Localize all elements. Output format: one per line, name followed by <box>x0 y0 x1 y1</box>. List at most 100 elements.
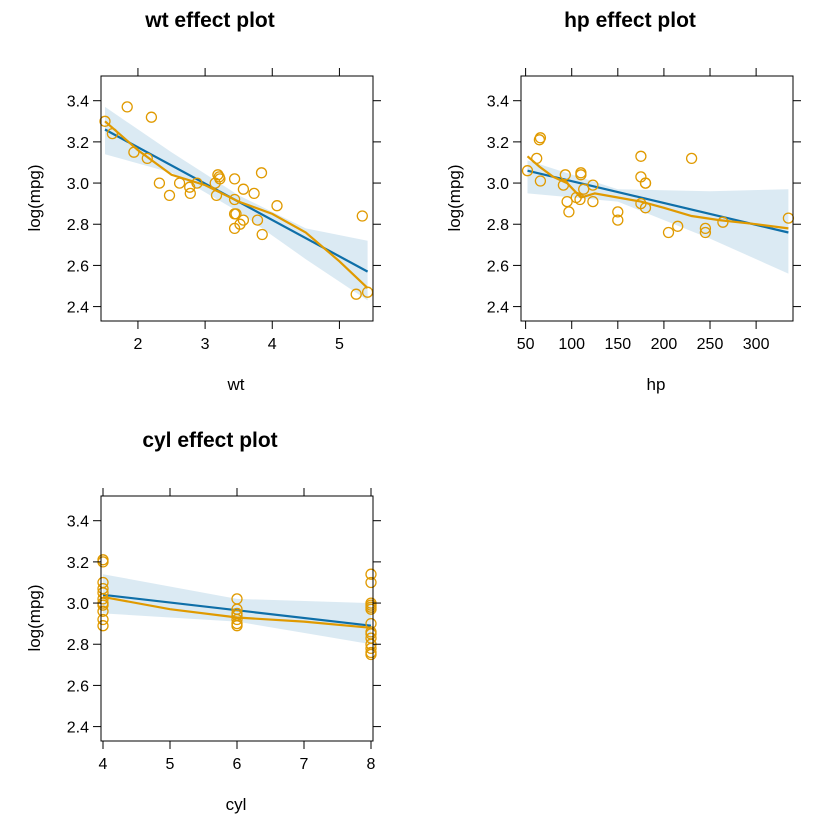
y-axis-label: log(mpg) <box>445 164 464 231</box>
y-tick-label: 3.2 <box>67 135 89 152</box>
data-point <box>97 613 109 626</box>
plot-frame <box>520 75 794 322</box>
data-point <box>231 609 243 622</box>
data-point <box>237 183 250 195</box>
data-point <box>256 228 268 241</box>
data-point <box>255 167 268 179</box>
y-tick-label: 3.0 <box>67 596 89 613</box>
data-point <box>173 177 186 189</box>
y-tick-label: 3.0 <box>67 176 89 193</box>
y-tick-label: 2.8 <box>487 217 509 234</box>
data-point <box>228 193 241 206</box>
data-point <box>578 183 590 195</box>
y-axis-label: log(mpg) <box>25 164 44 231</box>
data-point <box>365 628 377 640</box>
x-tick-label: 200 <box>651 336 678 353</box>
data-point <box>699 226 712 239</box>
x-tick-label: 2 <box>133 336 142 353</box>
x-tick-label: 4 <box>99 756 108 773</box>
x-tick-label: 300 <box>743 336 770 353</box>
data-point <box>575 169 587 181</box>
panel-title: wt effect plot <box>144 9 275 32</box>
x-axis-label: hp <box>647 375 666 394</box>
hp-effect-panel: hp effect plot hp log(mpg) 50 100 150 200 25… <box>445 9 801 394</box>
y-tick-label: 3.2 <box>487 135 509 152</box>
x-tick-label: 250 <box>697 336 724 353</box>
data-point <box>365 648 377 661</box>
data-point <box>574 193 586 206</box>
smooth-line <box>526 155 789 230</box>
x-tick-label: 5 <box>166 756 175 773</box>
data-point <box>106 127 119 140</box>
data-point <box>97 593 109 605</box>
data-point <box>99 115 111 127</box>
y-tick-label: 3.0 <box>487 176 509 193</box>
x-tick-label: 3 <box>201 336 210 353</box>
data-point <box>248 187 260 200</box>
data-point <box>685 152 698 165</box>
plot-area: 4 5 6 7 8 2.4 2.6 2.8 3.0 3.2 3.4 <box>67 488 381 773</box>
y-tick-label: 2.6 <box>67 258 89 275</box>
plot-area: 50 100 150 200 250 300 2.4 2.6 2.8 3.0 3.2 3.4 <box>487 68 801 353</box>
data-point <box>153 177 166 189</box>
data-point <box>163 189 176 202</box>
x-tick-label: 50 <box>517 336 535 353</box>
y-tick-label: 2.8 <box>67 217 89 234</box>
data-point <box>365 576 377 589</box>
confidence-band <box>527 160 789 274</box>
data-point <box>635 150 647 162</box>
data-point <box>356 210 368 222</box>
data-point <box>210 189 223 202</box>
data-point <box>97 605 109 617</box>
data-point <box>521 165 534 177</box>
y-tick-label: 2.6 <box>67 678 89 695</box>
data-point <box>531 152 543 165</box>
data-point <box>231 613 243 626</box>
x-tick-label: 7 <box>300 756 309 773</box>
data-point <box>587 179 599 191</box>
x-axis-label: cyl <box>226 795 247 814</box>
data-point <box>145 111 158 123</box>
data-point <box>587 195 599 208</box>
data-point <box>612 214 624 226</box>
x-tick-label: 6 <box>233 756 242 773</box>
data-point <box>699 222 712 235</box>
data-point <box>717 216 729 228</box>
data-point <box>271 200 283 212</box>
y-tick-label: 3.2 <box>67 555 89 572</box>
data-point <box>191 177 203 189</box>
x-tick-label: 150 <box>604 336 631 353</box>
y-tick-label: 3.4 <box>67 94 89 111</box>
y-tick-label: 2.8 <box>67 637 89 654</box>
y-tick-label: 3.4 <box>487 94 509 111</box>
data-point <box>365 642 377 655</box>
x-tick-label: 100 <box>558 336 585 353</box>
data-point <box>561 195 573 208</box>
y-tick-label: 2.4 <box>487 300 509 317</box>
data-point <box>141 152 153 165</box>
panel-title: hp effect plot <box>564 9 696 32</box>
data-point <box>97 620 109 632</box>
data-point <box>365 599 377 611</box>
data-point <box>350 288 362 300</box>
data-point <box>563 206 575 218</box>
wt-effect-panel: wt effect plot wt log(mpg) 2 3 4 5 2.4 2.6 2.8… <box>25 9 381 394</box>
plot-frame <box>100 75 374 322</box>
plot-area: 2 3 4 5 2.4 2.6 2.8 3.0 3.2 3.4 <box>67 68 381 353</box>
data-point <box>251 214 264 226</box>
y-axis-label: log(mpg) <box>25 584 44 651</box>
data-point <box>97 599 109 611</box>
x-tick-label: 4 <box>268 336 277 353</box>
data-point <box>559 169 571 181</box>
y-tick-label: 3.4 <box>67 514 89 531</box>
x-tick-label: 5 <box>335 336 344 353</box>
data-point <box>237 214 250 226</box>
data-point <box>639 177 652 189</box>
data-point <box>534 175 547 187</box>
data-point <box>214 173 226 185</box>
y-tick-label: 2.4 <box>67 720 89 737</box>
data-point <box>184 187 196 200</box>
y-tick-label: 2.4 <box>67 300 89 317</box>
panel-title: cyl effect plot <box>142 429 277 452</box>
